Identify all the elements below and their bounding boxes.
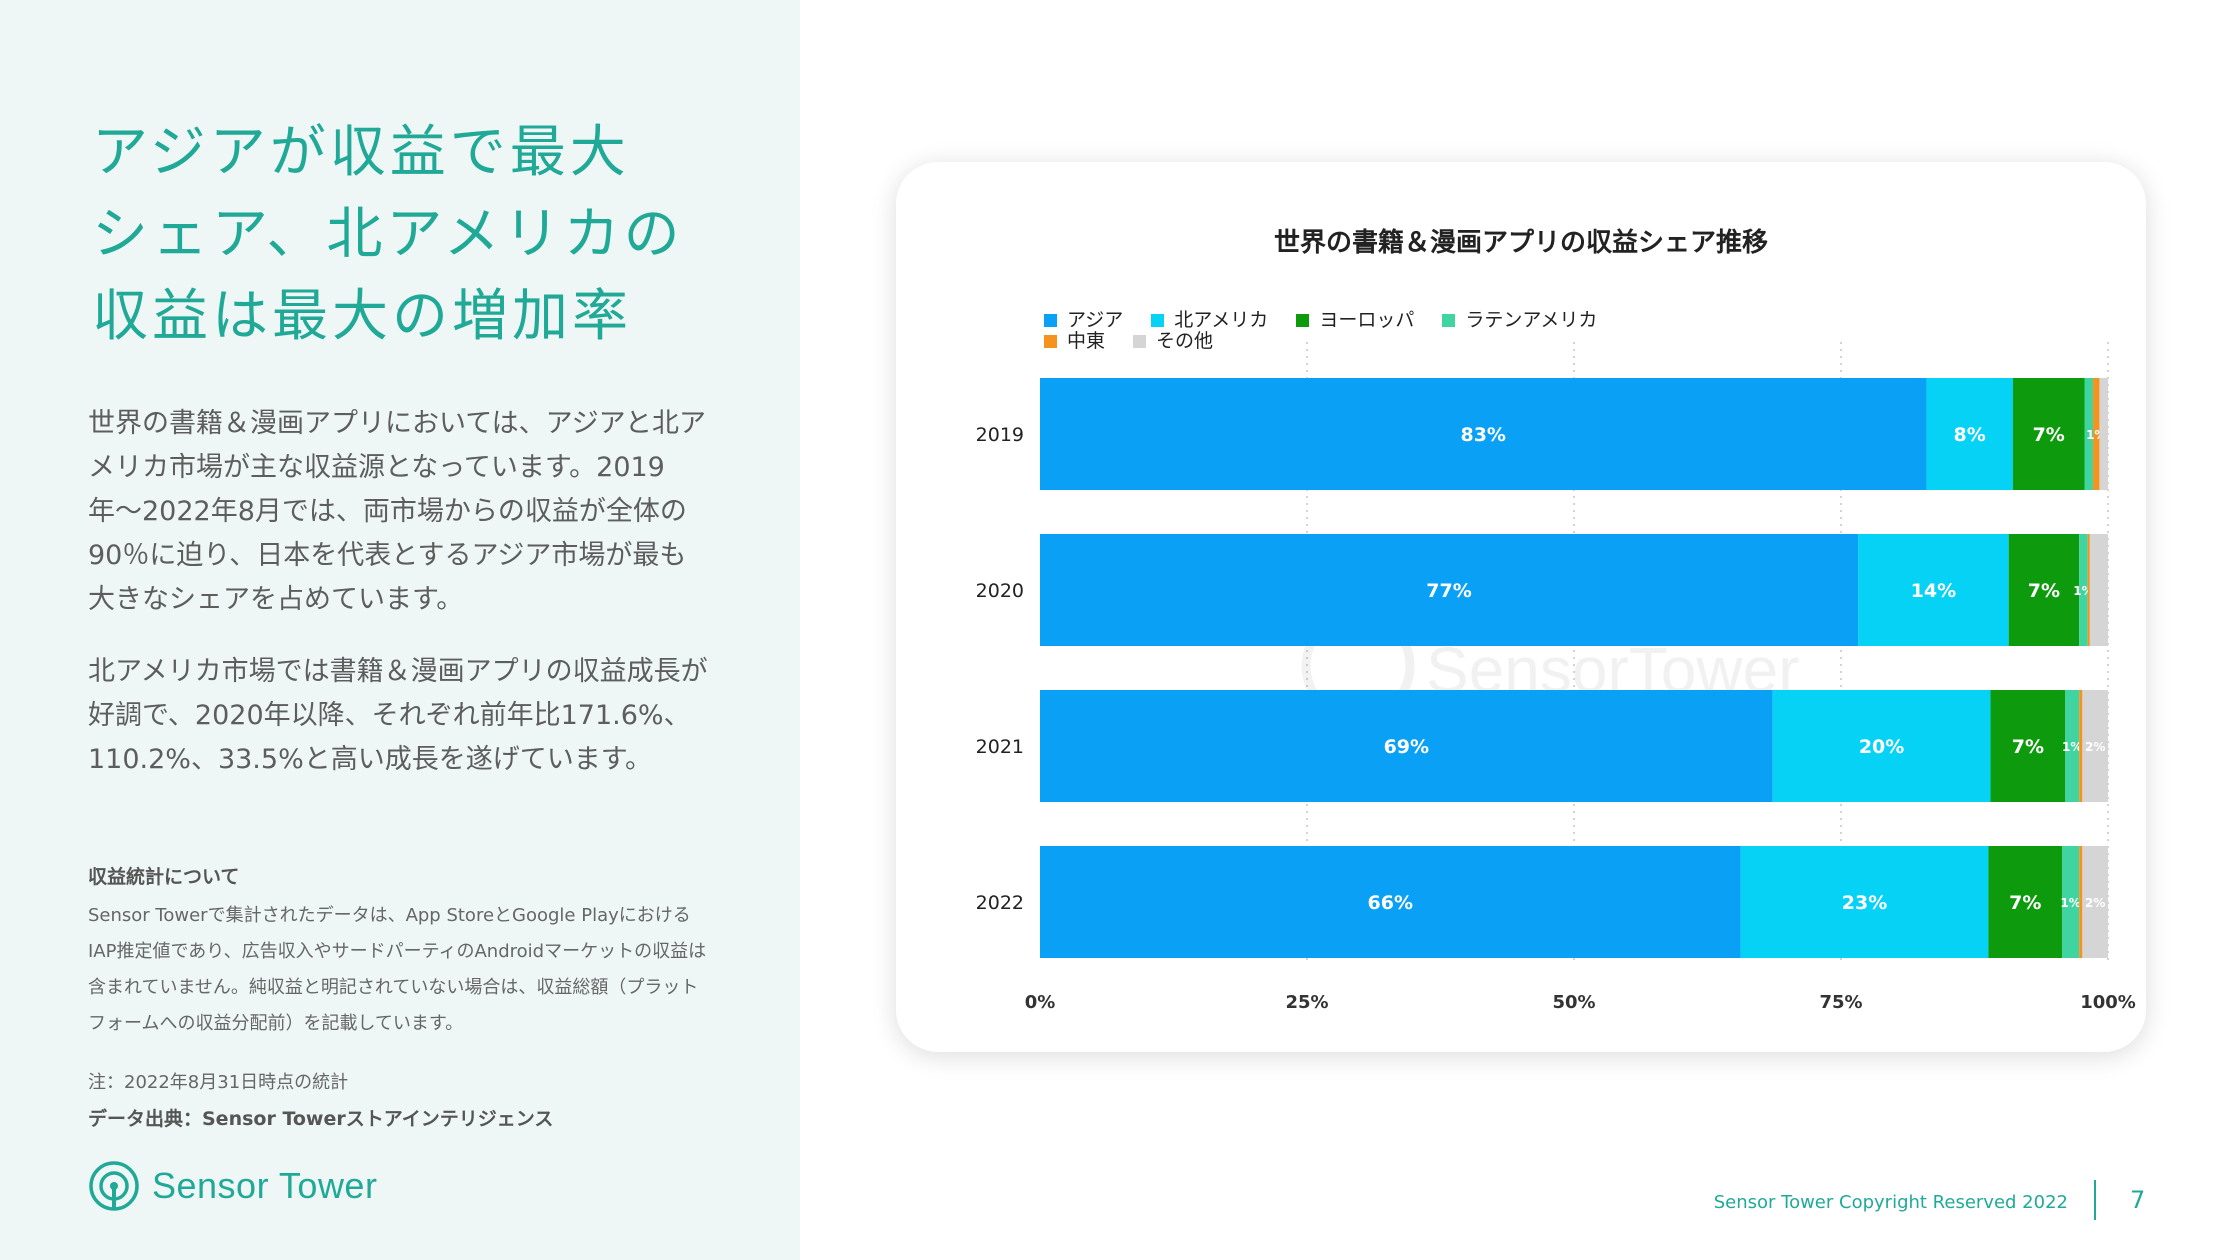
data-label: 23% — [1842, 892, 1887, 914]
legend-swatch — [1133, 335, 1147, 348]
legend-item: 北アメリカ — [1151, 310, 1268, 331]
bar-segment — [2082, 846, 2108, 958]
bar-segment — [1988, 846, 2063, 958]
data-label: 83% — [1460, 424, 1505, 446]
data-label: 7% — [2009, 892, 2041, 914]
y-category-label: 2022 — [976, 892, 1024, 914]
bar-segment — [1040, 378, 1927, 490]
x-tick-label: 100% — [2080, 992, 2136, 1013]
data-label: 66% — [1368, 892, 1413, 914]
legend-label: 北アメリカ — [1174, 309, 1269, 331]
chart-card: 世界の書籍＆漫画アプリの収益シェア推移 アジア 北アメリカ ヨーロッパ ラテンアメリカ… — [896, 162, 2146, 1052]
bar-segment — [1990, 690, 2066, 802]
data-label: 1% — [2062, 740, 2082, 754]
legend-swatch — [1044, 314, 1057, 327]
bar-segment — [1040, 846, 1741, 958]
legend-swatch — [1296, 314, 1310, 327]
logo-name: Sensor Tower — [152, 1165, 378, 1206]
x-tick-label: 0% — [1025, 992, 1056, 1013]
legend-label: 中東 — [1067, 330, 1106, 352]
bar-segment — [2084, 378, 2094, 490]
data-label: 7% — [2028, 580, 2060, 602]
data-label: 2% — [2085, 896, 2105, 910]
footer-divider — [2094, 1180, 2096, 1220]
chart-legend: アジア 北アメリカ ヨーロッパ ラテンアメリカ 中東 その他 — [1044, 310, 1744, 352]
bar-segment — [2089, 534, 2108, 646]
bar-segment — [2079, 690, 2083, 802]
page-number: 7 — [2130, 1186, 2146, 1214]
note-text: 注：2022年8月31日時点の統計 — [88, 1072, 349, 1093]
y-category-label: 2020 — [976, 580, 1024, 602]
about-title: 収益統計について — [88, 866, 240, 888]
y-category-label: 2019 — [976, 424, 1024, 446]
left-panel — [0, 0, 800, 1260]
bar-segment — [2008, 534, 2080, 646]
bar-segment — [1772, 690, 1991, 802]
x-tick-label: 25% — [1285, 992, 1328, 1013]
data-label: 77% — [1426, 580, 1471, 602]
source-text: データ出典：Sensor Towerストアインテリジェンス — [88, 1108, 554, 1130]
bar-segment — [2082, 690, 2108, 802]
bar-segment — [1040, 690, 1773, 802]
bar-segment — [2099, 378, 2108, 490]
footer-copyright: Sensor Tower Copyright Reserved 2022 — [1713, 1192, 2068, 1213]
legend-item: ヨーロッパ — [1296, 310, 1414, 331]
data-label: 69% — [1384, 736, 1429, 758]
data-label: 20% — [1859, 736, 1904, 758]
headline-line: 収益は最大の増加率 — [92, 284, 632, 349]
bar-segment — [1040, 534, 1859, 646]
legend-swatch — [1442, 314, 1456, 327]
chart-title: 世界の書籍＆漫画アプリの収益シェア推移 — [1273, 228, 1768, 258]
about-text: Sensor Towerで集計されたデータは、App StoreとGoogle … — [88, 905, 707, 1034]
x-tick-label: 50% — [1552, 992, 1595, 1013]
data-label: 2% — [2085, 740, 2105, 754]
bar-segment — [2079, 534, 2088, 646]
y-category-label: 2021 — [976, 736, 1024, 758]
data-label: 8% — [1954, 424, 1986, 446]
sensor-tower-logo-icon — [89, 1161, 139, 1211]
legend-row: アジア 北アメリカ ヨーロッパ ラテンアメリカ — [1044, 310, 1744, 331]
headline-line: シェア、北アメリカの — [92, 202, 684, 267]
bar-segment — [2062, 846, 2080, 958]
bar-segment — [1858, 534, 2009, 646]
legend-label: ラテンアメリカ — [1465, 309, 1598, 331]
data-label: 7% — [2012, 736, 2044, 758]
bar-segment — [2079, 846, 2083, 958]
x-tick-label: 75% — [1819, 992, 1862, 1013]
legend-swatch — [1151, 314, 1165, 327]
data-label: 1% — [2060, 896, 2080, 910]
legend-item: ラテンアメリカ — [1442, 310, 1597, 331]
legend-swatch — [1044, 335, 1057, 348]
legend-item: 中東 — [1044, 331, 1105, 352]
body-paragraph-2: 北アメリカ市場では書籍＆漫画アプリの収益成長が好調で、2020年以降、それぞれ前… — [88, 656, 708, 775]
bar-segment — [2093, 378, 2100, 490]
legend-label: その他 — [1156, 330, 1214, 352]
data-label: 14% — [1911, 580, 1956, 602]
legend-item: アジア — [1044, 310, 1123, 331]
bar-segment — [1926, 378, 2013, 490]
headline-line: アジアが収益で最大 — [92, 120, 630, 185]
legend-row: 中東 その他 — [1044, 331, 1744, 352]
headline: アジアが収益で最大 シェア、北アメリカの 収益は最大の増加率 — [92, 112, 732, 358]
logo: Sensor Tower — [88, 1160, 377, 1212]
bar-segment — [2065, 690, 2080, 802]
legend-label: ヨーロッパ — [1319, 309, 1415, 331]
bar-segment — [2012, 378, 2085, 490]
bar-segment — [2087, 534, 2090, 646]
body-paragraph-1: 世界の書籍＆漫画アプリにおいては、アジアと北アメリカ市場が主な収益源となっていま… — [88, 408, 707, 615]
legend-item: その他 — [1133, 331, 1213, 352]
data-label: 7% — [2033, 424, 2065, 446]
legend-label: アジア — [1067, 309, 1124, 331]
bar-segment — [1740, 846, 1989, 958]
